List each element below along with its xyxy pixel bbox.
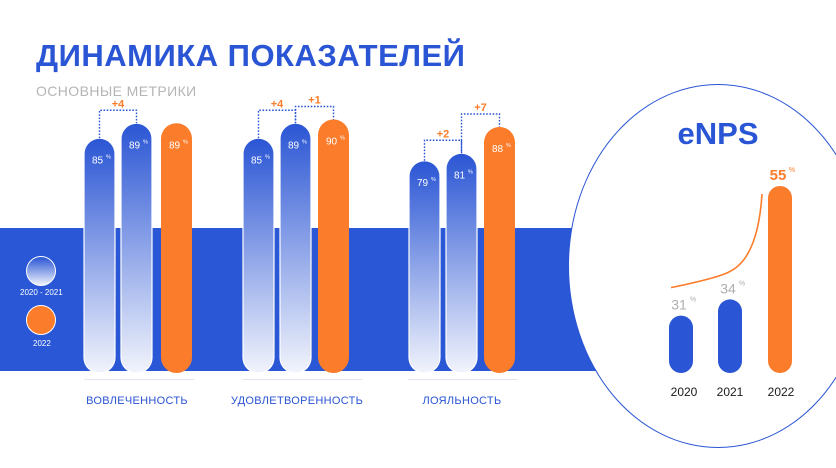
legend-label-2022: 2022 <box>33 339 51 348</box>
bar-unit-label: % <box>106 154 111 160</box>
enps-year-label: 2021 <box>716 385 744 399</box>
bar <box>484 127 515 373</box>
bar <box>279 122 312 374</box>
bar <box>318 119 349 373</box>
enps-bar <box>718 299 742 373</box>
delta-label: +4 <box>271 98 284 110</box>
category-label-satisfaction: УДОВЛЕТВОРЕННОСТЬ <box>230 395 364 407</box>
bar-unit-label: % <box>340 136 345 142</box>
enps-unit-label: % <box>789 167 795 174</box>
delta-label: +7 <box>474 102 487 114</box>
delta-bracket <box>460 113 501 154</box>
bar <box>445 152 478 374</box>
delta-label: +2 <box>437 128 450 140</box>
legend-swatch-orange <box>26 305 56 335</box>
bar-value-label: 89 <box>288 140 300 151</box>
page-title: ДИНАМИКА ПОКАЗАТЕЛЕЙ <box>36 38 466 73</box>
enps-bar <box>768 186 792 373</box>
bar-value-label: 81 <box>454 170 466 181</box>
enps-value-label: 55 <box>770 167 787 184</box>
bar-unit-label: % <box>183 139 188 145</box>
bar-value-label: 88 <box>492 144 504 155</box>
baseline-group-3 <box>408 379 518 380</box>
bar-value-label: 85 <box>251 155 263 166</box>
legend-swatch-gradient <box>26 256 56 286</box>
bar <box>242 137 275 374</box>
legend-label-2020-2021: 2020 - 2021 <box>20 288 63 297</box>
enps-title: eNPS <box>677 116 759 151</box>
bar-unit-label: % <box>265 154 270 160</box>
bar-unit-label: % <box>431 177 436 183</box>
bar-unit-label: % <box>468 169 473 175</box>
enps-trend-line <box>670 193 763 289</box>
bar-unit-label: % <box>143 139 148 145</box>
bar <box>408 160 441 374</box>
bar-value-label: 90 <box>326 137 338 148</box>
baseline-group-2 <box>242 379 362 380</box>
category-label-loyalty: ЛОЯЛЬНОСТЬ <box>422 395 502 407</box>
bar <box>161 123 192 373</box>
delta-label: +4 <box>112 98 125 110</box>
bar-value-label: 85 <box>92 155 104 166</box>
enps-unit-label: % <box>690 297 696 304</box>
bar <box>83 137 116 374</box>
delta-bracket <box>98 109 138 139</box>
category-label-engagement: ВОВЛЕЧЕННОСТЬ <box>86 395 188 407</box>
enps-unit-label: % <box>739 280 745 287</box>
enps-bar <box>669 315 693 373</box>
page-subtitle: ОСНОВНЫЕ МЕТРИКИ <box>36 83 197 99</box>
enps-year-label: 2022 <box>767 385 795 399</box>
delta-bracket <box>294 105 335 124</box>
bar-unit-label: % <box>302 139 307 145</box>
bar-value-label: 79 <box>417 178 429 189</box>
enps-value-label: 31 <box>671 297 687 313</box>
bar <box>120 122 153 374</box>
bar-value-label: 89 <box>129 140 141 151</box>
bar-unit-label: % <box>506 143 511 149</box>
delta-label: +1 <box>308 95 321 107</box>
enps-year-label: 2020 <box>670 385 698 399</box>
bar-value-label: 89 <box>169 140 181 151</box>
baseline-group-1 <box>84 379 194 380</box>
enps-value-label: 34 <box>720 280 736 296</box>
